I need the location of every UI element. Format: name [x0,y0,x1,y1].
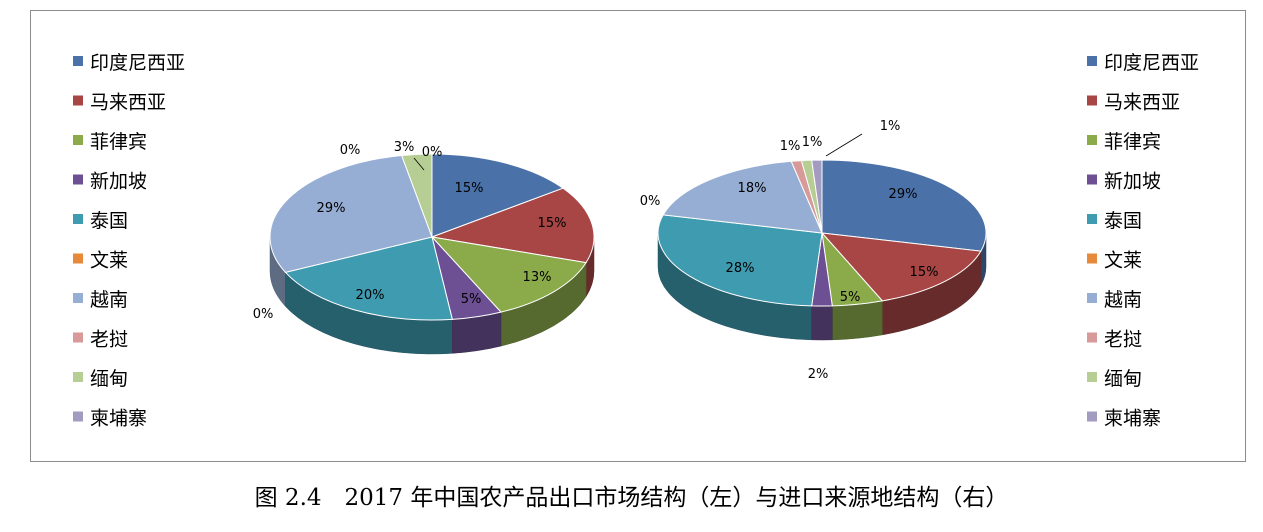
pie-slice-side [832,300,883,341]
legend-swatch [1087,411,1097,422]
legend-label: 柬埔寨 [90,408,147,430]
pie-slice [811,159,823,234]
data-label: 1% [802,135,823,150]
legend-label: 马来西亚 [90,92,166,114]
legend-label: 新加坡 [90,171,147,193]
legend-label: 缅甸 [90,368,128,390]
data-label: 0% [422,145,443,160]
legend-label: 泰国 [90,210,128,232]
pie-slice [662,160,823,234]
pie-slice [657,214,823,307]
legend-label: 菲律宾 [90,131,147,153]
legend-label: 印度尼西亚 [90,52,185,74]
legend-swatch [1087,214,1097,224]
pie-slice [431,153,565,238]
legend-label: 老挝 [90,329,128,351]
data-label: 15% [538,216,567,231]
pie-chart-right: 29%15%5%2%28%0%18%1% 1%1% [640,119,987,382]
pie-chart-left: 15% 15% 13% 5% 20% 0% 29% 0% 3% 0% [253,140,595,355]
legend-label: 柬埔寨 [1104,408,1161,430]
data-label: 3% [394,140,415,155]
legend-label: 印度尼西亚 [1104,52,1199,74]
legend-label: 文莱 [90,250,128,272]
pie-slice [269,154,433,273]
data-label: 0% [640,194,661,209]
data-label: 0% [253,307,274,322]
data-label: 15% [910,265,939,280]
pie-slice [400,153,433,238]
data-label: 29% [317,201,346,216]
legend-swatch [1087,372,1097,382]
chart-frame [30,10,1246,462]
legend-swatch [73,332,83,343]
legend-swatch [1087,293,1097,303]
legend-swatch [73,293,83,303]
pie-slice [430,236,587,313]
data-label: 29% [889,187,918,202]
data-label: 15% [455,181,484,196]
data-label: 20% [356,288,385,303]
pie-slice [284,236,453,321]
legend-swatch [73,411,83,422]
data-label: 1% [780,139,801,154]
legend-swatch [73,253,83,264]
legend-label: 越南 [1104,289,1142,311]
legend-label: 菲律宾 [1104,131,1161,153]
pie-slice [430,187,595,264]
legend-swatch [73,174,83,185]
legend-swatch [73,372,83,382]
legend-label: 新加坡 [1104,171,1161,193]
legend-label: 马来西亚 [1104,92,1180,114]
legend-swatch [1087,253,1097,264]
data-label: 5% [461,292,482,307]
legend-swatch [1087,332,1097,343]
data-label: 13% [523,270,552,285]
pie-slice [820,232,982,302]
data-label: 18% [738,181,767,196]
legend-swatch [1087,95,1097,106]
legend-swatch [1087,174,1097,185]
legend-label: 老挝 [1104,329,1142,351]
data-label: 5% [840,290,861,305]
legend-swatch [73,135,83,145]
legend-swatch [73,214,83,224]
legend-label: 缅甸 [1104,368,1142,390]
data-label: 0% [340,143,361,158]
legend-swatch [1087,135,1097,145]
legend-swatch [1087,56,1097,66]
figure-caption: 图 2.4 2017 年中国农产品出口市场结构（左）与进口来源地结构（右） [254,485,1009,511]
legend-label: 泰国 [1104,210,1142,232]
pie-slice [821,159,987,252]
leader-line [825,133,863,157]
leader-line [413,157,425,171]
legend-swatch [73,95,83,106]
legend-label: 文莱 [1104,250,1142,272]
pie-slice-side [811,305,833,341]
data-label: 28% [726,261,755,276]
data-label: 1% [880,119,901,134]
legend-label: 越南 [90,289,128,311]
legend-swatch [73,56,83,66]
data-label: 2% [808,367,829,382]
